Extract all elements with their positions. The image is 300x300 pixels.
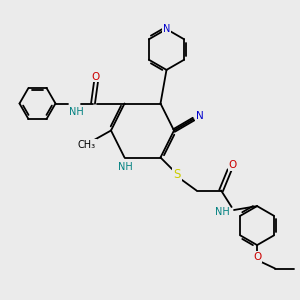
Text: NH: NH — [214, 207, 230, 218]
Text: N: N — [196, 111, 204, 121]
Text: NH: NH — [69, 107, 84, 117]
Text: N: N — [163, 24, 170, 34]
Text: NH: NH — [118, 162, 133, 172]
Text: S: S — [173, 167, 181, 181]
Text: CH₃: CH₃ — [78, 140, 96, 150]
Text: O: O — [92, 71, 100, 82]
Text: O: O — [228, 160, 237, 170]
Text: O: O — [253, 252, 261, 262]
